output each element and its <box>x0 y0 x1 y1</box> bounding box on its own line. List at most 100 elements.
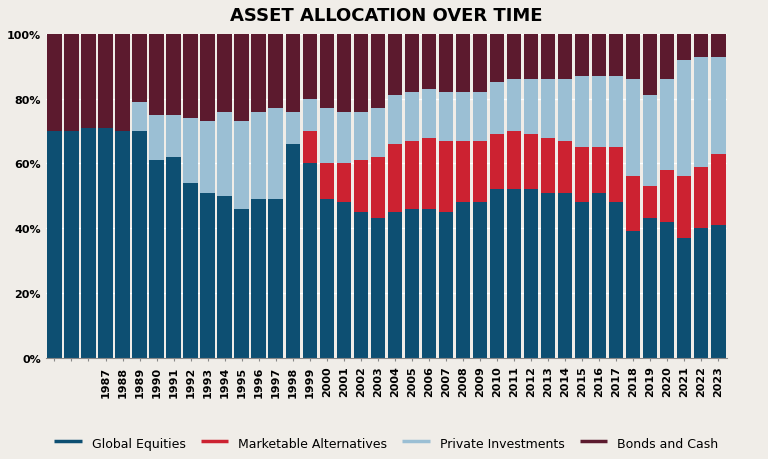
Bar <box>541 138 555 193</box>
Bar <box>490 135 505 190</box>
Title: ASSET ALLOCATION OVER TIME: ASSET ALLOCATION OVER TIME <box>230 7 543 25</box>
Bar <box>132 35 147 103</box>
Bar <box>711 154 726 225</box>
Bar <box>558 141 572 193</box>
Bar <box>694 167 709 229</box>
Bar <box>405 93 419 141</box>
Bar <box>473 141 487 203</box>
Bar <box>269 200 283 358</box>
Bar <box>132 132 147 358</box>
Bar <box>609 77 624 148</box>
Bar <box>660 35 674 80</box>
Bar <box>405 35 419 93</box>
Bar <box>81 35 96 129</box>
Bar <box>200 35 215 122</box>
Bar <box>184 184 198 358</box>
Bar <box>319 200 334 358</box>
Bar <box>303 164 317 358</box>
Bar <box>422 35 436 90</box>
Bar <box>286 145 300 358</box>
Bar <box>558 35 572 80</box>
Bar <box>660 222 674 358</box>
Bar <box>336 203 351 358</box>
Bar <box>251 200 266 358</box>
Bar <box>422 209 436 358</box>
Bar <box>660 171 674 222</box>
Bar <box>609 35 624 77</box>
Bar <box>473 93 487 141</box>
Bar <box>439 213 453 358</box>
Bar <box>98 35 113 129</box>
Bar <box>371 109 385 157</box>
Bar <box>234 35 249 122</box>
Bar <box>439 93 453 141</box>
Bar <box>388 213 402 358</box>
Bar <box>439 141 453 213</box>
Bar <box>353 213 368 358</box>
Bar <box>660 80 674 171</box>
Bar <box>286 35 300 112</box>
Bar <box>371 35 385 109</box>
Bar <box>422 138 436 209</box>
Bar <box>677 35 691 61</box>
Bar <box>184 119 198 184</box>
Bar <box>286 112 300 145</box>
Bar <box>592 148 607 193</box>
Bar <box>626 35 641 80</box>
Bar <box>626 177 641 232</box>
Bar <box>524 35 538 80</box>
Bar <box>184 35 198 119</box>
Bar <box>217 196 232 358</box>
Bar <box>455 93 470 141</box>
Bar <box>694 229 709 358</box>
Bar <box>575 77 589 148</box>
Bar <box>490 83 505 135</box>
Bar <box>115 132 130 358</box>
Bar <box>371 157 385 219</box>
Bar <box>167 116 180 157</box>
Bar <box>353 35 368 112</box>
Bar <box>643 187 657 219</box>
Bar <box>711 57 726 154</box>
Bar <box>319 35 334 109</box>
Bar <box>541 193 555 358</box>
Bar <box>303 132 317 164</box>
Bar <box>422 90 436 138</box>
Bar <box>626 80 641 177</box>
Bar <box>353 161 368 213</box>
Bar <box>455 141 470 203</box>
Bar <box>473 203 487 358</box>
Bar <box>234 122 249 209</box>
Bar <box>643 219 657 358</box>
Bar <box>336 164 351 203</box>
Bar <box>558 80 572 141</box>
Legend: Global Equities, Marketable Alternatives, Private Investments, Bonds and Cash: Global Equities, Marketable Alternatives… <box>55 436 718 451</box>
Bar <box>609 203 624 358</box>
Bar <box>524 190 538 358</box>
Bar <box>524 135 538 190</box>
Bar <box>336 35 351 112</box>
Bar <box>200 122 215 193</box>
Bar <box>677 61 691 177</box>
Bar <box>490 35 505 83</box>
Bar <box>711 225 726 358</box>
Bar <box>319 109 334 164</box>
Bar <box>251 35 266 112</box>
Bar <box>626 232 641 358</box>
Bar <box>217 112 232 196</box>
Bar <box>507 35 521 80</box>
Bar <box>507 190 521 358</box>
Bar <box>319 164 334 200</box>
Bar <box>677 177 691 238</box>
Bar <box>65 35 78 132</box>
Bar <box>575 35 589 77</box>
Bar <box>303 35 317 100</box>
Bar <box>200 193 215 358</box>
Bar <box>592 77 607 148</box>
Bar <box>592 35 607 77</box>
Bar <box>388 35 402 96</box>
Bar <box>711 35 726 57</box>
Bar <box>353 112 368 161</box>
Bar <box>694 57 709 167</box>
Bar <box>473 35 487 93</box>
